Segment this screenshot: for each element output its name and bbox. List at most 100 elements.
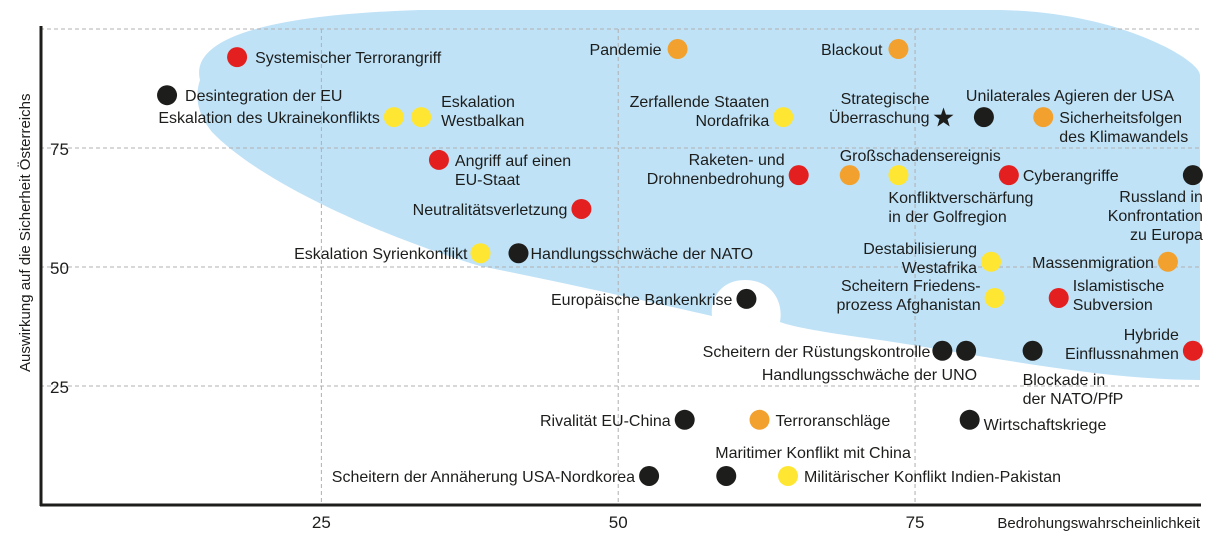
point-marker <box>932 340 953 361</box>
data-point: Blackout <box>821 39 909 60</box>
point-label: Westafrika <box>902 260 977 277</box>
data-point: Hybride Einflussnahmen <box>1065 327 1203 363</box>
point-label: Überraschung <box>829 109 930 127</box>
point-label: Blockade in <box>1023 372 1106 389</box>
data-point: Angriff auf einen EU-Staat <box>428 149 571 189</box>
point-label: Einflussnahmen <box>1065 346 1179 363</box>
point-marker <box>888 39 909 60</box>
point-label: Subversion <box>1073 297 1153 314</box>
point-label: in der Golfregion <box>888 209 1006 226</box>
point-label: Destabilisierung <box>863 241 977 258</box>
point-marker <box>428 149 449 170</box>
data-point: Großschadensereignis <box>839 148 1001 186</box>
point-label: Europäische Bankenkrise <box>551 292 733 309</box>
data-point: Massenmigration <box>1032 251 1178 272</box>
point-marker <box>383 107 404 128</box>
data-point: Neutralitätsverletzung <box>413 198 592 219</box>
point-marker <box>1022 340 1043 361</box>
point-label: Raketen- und <box>689 152 785 169</box>
data-point: Raketen- und Drohnenbedrohung <box>647 152 809 188</box>
point-label: Konfrontation <box>1108 208 1203 225</box>
point-label: Unilaterales Agieren der USA <box>966 88 1174 105</box>
point-marker <box>227 47 248 68</box>
data-point: Systemischer Terrorangriff <box>227 47 442 68</box>
point-label: Scheitern Friedens- <box>841 278 981 295</box>
y-tick-label: 50 <box>50 259 69 278</box>
data-point: Unilaterales Agieren der USA <box>966 88 1174 128</box>
point-label: Nordafrika <box>695 113 769 130</box>
point-marker <box>981 251 1002 272</box>
point-label: Desintegration der EU <box>185 88 342 105</box>
point-marker <box>998 165 1019 186</box>
point-label: Massenmigration <box>1032 255 1154 272</box>
point-label: Westbalkan <box>441 113 524 130</box>
point-marker <box>157 85 178 106</box>
data-point: Rivalität EU-China <box>540 409 695 430</box>
high-risk-region <box>197 10 1201 380</box>
data-point: Russland in Konfrontation zu Europa <box>1108 165 1203 244</box>
data-point: Cyberangriffe <box>998 165 1119 186</box>
point-marker <box>674 409 695 430</box>
point-marker <box>736 288 757 309</box>
data-point: Militärischer Konflikt Indien-Pakistan <box>778 465 1061 486</box>
data-point: Eskalation Westbalkan <box>411 94 524 130</box>
y-tick-label: 75 <box>50 140 69 159</box>
point-label: Eskalation des Ukrainekonflikts <box>158 110 379 127</box>
point-marker <box>470 243 491 264</box>
point-label: Scheitern der Annäherung USA-Nordkorea <box>332 469 635 486</box>
point-marker <box>959 409 980 430</box>
point-marker <box>716 465 737 486</box>
data-point: Scheitern Friedens-prozess Afghanistan <box>837 278 1005 314</box>
point-marker <box>773 107 794 128</box>
point-marker <box>839 165 860 186</box>
data-point: Terroranschläge <box>749 409 890 430</box>
data-point: Islamistische Subversion <box>1048 278 1165 314</box>
point-label: prozess Afghanistan <box>837 297 981 314</box>
point-label: Cyberangriffe <box>1023 168 1119 185</box>
data-point: Konfliktverschärfung in der Golfregion <box>888 165 1033 226</box>
x-axis-label: Bedrohungswahrscheinlichkeit <box>997 515 1200 532</box>
x-tick-label: 25 <box>312 513 331 532</box>
point-marker <box>973 107 994 128</box>
point-marker <box>956 340 977 361</box>
point-label: Systemischer Terrorangriff <box>255 50 442 67</box>
point-marker <box>778 465 799 486</box>
point-label: Zerfallende Staaten <box>630 94 770 111</box>
point-label: zu Europa <box>1130 227 1203 244</box>
point-marker <box>1182 340 1203 361</box>
point-marker <box>749 409 770 430</box>
point-label: Scheitern der Rüstungskontrolle <box>703 344 931 361</box>
data-point: Scheitern der Annäherung USA-Nordkorea <box>332 465 660 486</box>
data-point: Desintegration der EU <box>157 85 342 106</box>
point-label: Rivalität EU-China <box>540 413 671 430</box>
x-tick-label: 50 <box>609 513 628 532</box>
data-point: Zerfallende Staaten Nordafrika <box>630 94 794 130</box>
y-axis-label: Auswirkung auf die Sicherheit Österreich… <box>16 94 34 372</box>
data-point: Destabilisierung Westafrika <box>863 241 1002 277</box>
data-point: Handlungsschwäche der UNO <box>762 340 977 384</box>
data-point: Handlungsschwäche der NATO <box>508 243 753 264</box>
data-point: Pandemie <box>590 39 688 60</box>
data-point: Eskalation Syrienkonflikt <box>294 243 491 264</box>
x-tick-label: 75 <box>906 513 925 532</box>
data-point: Blockade in der NATO/PfP <box>1022 340 1124 408</box>
point-marker <box>888 165 909 186</box>
point-label: Handlungsschwäche der NATO <box>530 246 753 263</box>
y-tick-label: 25 <box>50 378 69 397</box>
point-label: der NATO/PfP <box>1023 391 1124 408</box>
data-point: Scheitern der Rüstungskontrolle <box>703 340 953 361</box>
point-marker <box>1033 107 1054 128</box>
point-label: Islamistische <box>1073 278 1165 295</box>
point-label: EU-Staat <box>455 172 520 189</box>
point-label: Militärischer Konflikt Indien-Pakistan <box>804 469 1061 486</box>
point-label: Hybride <box>1124 327 1179 344</box>
point-marker <box>639 465 660 486</box>
point-label: Blackout <box>821 42 883 59</box>
point-label: Strategische <box>841 91 930 108</box>
point-marker <box>411 107 432 128</box>
point-label: Russland in <box>1119 189 1203 206</box>
point-label: Handlungsschwäche der UNO <box>762 367 977 384</box>
point-label: Großschadensereignis <box>840 148 1001 165</box>
